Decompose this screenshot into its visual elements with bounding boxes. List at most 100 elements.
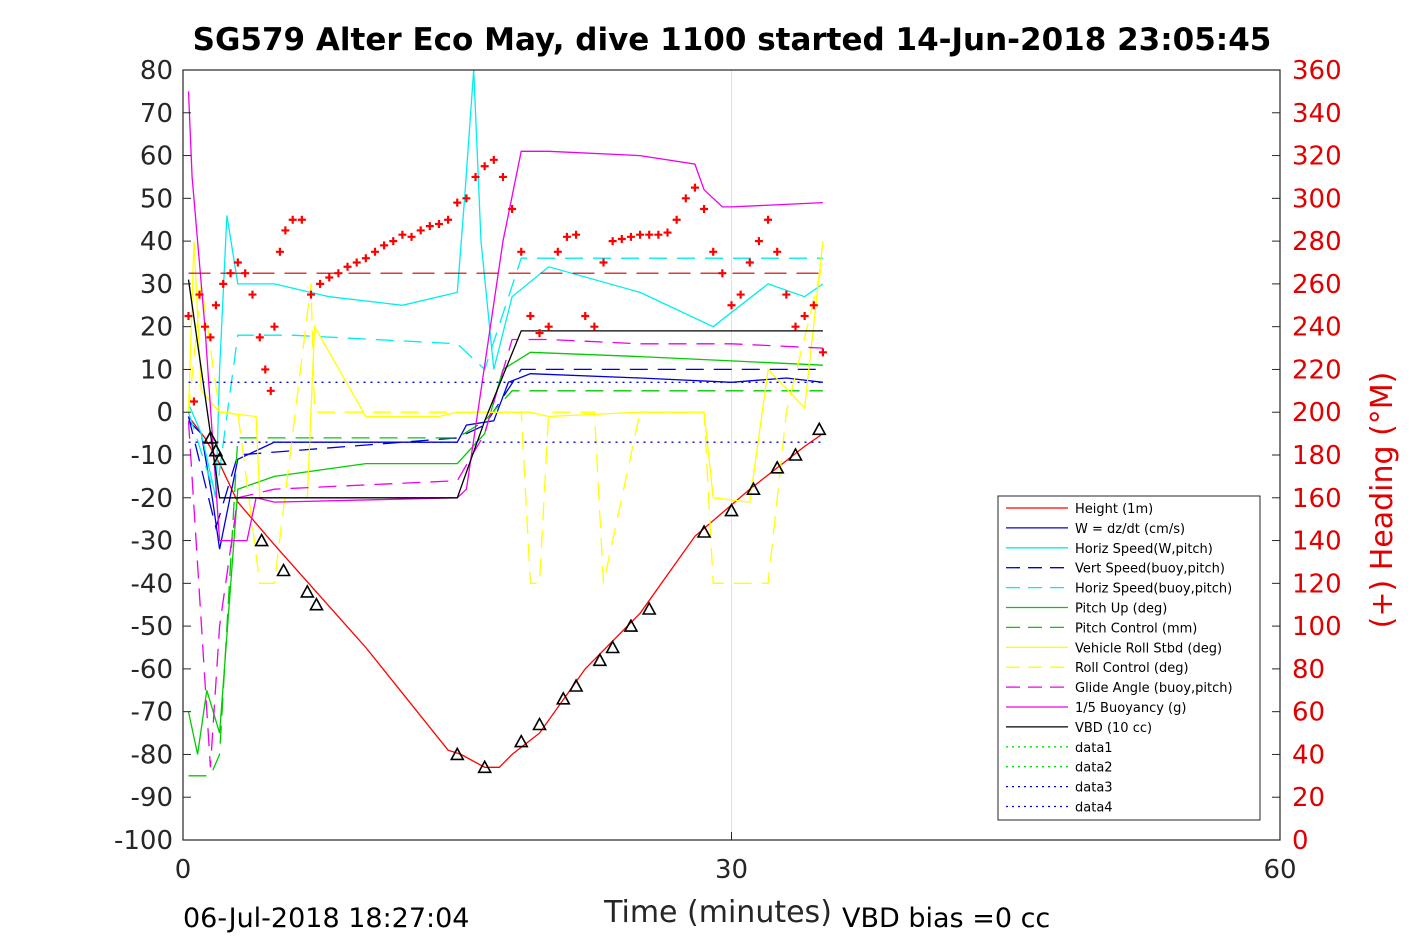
heading-point-43 (526, 311, 535, 320)
series-line-1 (188, 373, 823, 550)
series-line-4 (187, 257, 823, 498)
heading-point-4 (206, 333, 215, 342)
y2-tick-label-7: 220 (1292, 355, 1342, 385)
depth-marker-22 (811, 421, 827, 436)
heading-point-41 (508, 205, 517, 214)
y2-axis-label: (+) Heading (°M) (1365, 372, 1400, 629)
x-axis-label: Time (minutes) (603, 895, 832, 930)
y-tick-label-10: -20 (131, 484, 173, 514)
y2-tick-label-3: 300 (1292, 184, 1342, 214)
legend-label-5: Pitch Up (deg) (1075, 602, 1167, 617)
depth-marker-17 (696, 524, 712, 538)
heading-point-64 (718, 269, 727, 278)
heading-point-37 (471, 172, 480, 181)
depth-marker-15 (623, 618, 639, 632)
heading-point-20 (316, 279, 325, 288)
heading-point-3 (200, 322, 209, 331)
heading-point-24 (352, 258, 361, 267)
heading-point-60 (681, 194, 690, 203)
heading-point-61 (690, 183, 699, 192)
series-line-9 (187, 338, 823, 768)
depth-marker-16 (641, 601, 657, 615)
depth-marker-18 (724, 502, 739, 517)
y2-tick-label-18: 0 (1292, 826, 1309, 856)
heading-point-69 (764, 215, 773, 224)
heading-point-66 (736, 290, 745, 299)
left-axis: 80 70 60 50 40 30 20 10 0 -10 -20 -30 -40 -50 -60 -70 -8… (114, 56, 191, 856)
heading-point-52 (608, 237, 617, 246)
y-tick-label-13: -50 (131, 612, 173, 642)
y-tick-label-17: -90 (131, 783, 173, 813)
depth-marker-21 (788, 447, 803, 461)
heading-point-0 (184, 311, 193, 320)
heading-point-55 (636, 230, 645, 239)
y2-tick-label-11: 140 (1292, 527, 1342, 557)
heading-point-31 (416, 226, 425, 235)
legend-label-3: Vert Speed(buoy,pitch) (1075, 562, 1225, 577)
heading-point-59 (672, 215, 681, 224)
heading-point-71 (782, 290, 791, 299)
heading-point-18 (297, 215, 306, 224)
heading-point-12 (261, 365, 270, 374)
heading-point-16 (281, 226, 290, 235)
heading-point-26 (370, 247, 379, 256)
series-line-0 (187, 416, 824, 768)
y2-tick-label-14: 80 (1292, 655, 1325, 685)
y-tick-label-3: 50 (140, 184, 173, 214)
x-tick-label-2: 60 (1263, 855, 1296, 885)
series-line-3 (187, 368, 823, 531)
legend-label-2: Horiz Speed(W,pitch) (1075, 542, 1213, 557)
y2-tick-label-6: 240 (1292, 313, 1342, 343)
legend-label-12: data1 (1075, 741, 1113, 756)
heading-point-72 (791, 322, 800, 331)
y2-tick-label-4: 280 (1292, 227, 1342, 257)
legend-box (997, 495, 1261, 821)
heading-point-38 (480, 162, 489, 171)
series-line-8 (187, 262, 824, 584)
depth-marker-5 (299, 584, 315, 598)
y2-tick-label-2: 320 (1292, 142, 1342, 172)
y-tick-label-6: 20 (140, 313, 173, 343)
legend-label-8: Roll Control (deg) (1075, 661, 1189, 676)
heading-point-32 (425, 222, 434, 231)
heading-point-8 (233, 258, 242, 267)
y-tick-label-18: -100 (114, 826, 173, 856)
legend: Height (1m) W = dz/dt (cm/s) Horiz Speed(W… (997, 495, 1261, 821)
bottom-axis: 0 30 60 (175, 832, 1297, 885)
depth-marker-14 (605, 639, 621, 654)
heading-point-48 (572, 230, 581, 239)
heading-point-54 (626, 232, 635, 241)
heading-point-9 (241, 269, 250, 278)
legend-label-11: VBD (10 cc) (1075, 721, 1152, 736)
legend-label-4: Horiz Speed(buoy,pitch) (1075, 582, 1232, 597)
heading-point-36 (462, 194, 471, 203)
y-tick-label-5: 30 (140, 270, 173, 300)
y-tick-label-4: 40 (140, 227, 173, 257)
heading-point-33 (434, 220, 443, 228)
y-tick-label-0: 80 (140, 56, 173, 86)
series-line-11 (187, 279, 823, 499)
depth-marker-19 (746, 481, 761, 496)
heading-point-27 (380, 241, 389, 250)
right-axis: 3603403203002802602402202001801601401201… (1272, 56, 1342, 856)
depth-marker-4 (276, 562, 291, 577)
heading-point-49 (581, 311, 590, 320)
heading-point-53 (617, 234, 626, 243)
heading-point-50 (590, 322, 599, 331)
y2-tick-label-12: 120 (1292, 569, 1342, 599)
depth-marker-2 (212, 451, 227, 466)
heading-point-1 (189, 397, 198, 406)
y2-tick-label-16: 40 (1292, 740, 1325, 770)
heading-point-39 (489, 155, 498, 164)
heading-point-70 (773, 247, 782, 256)
depth-marker-6 (309, 597, 324, 611)
heading-point-75 (818, 348, 827, 357)
heading-point-19 (306, 290, 315, 299)
series-line-7 (187, 241, 824, 503)
y-tick-label-16: -80 (131, 740, 173, 770)
heading-point-46 (553, 247, 562, 256)
legend-label-6: Pitch Control (mm) (1075, 621, 1197, 636)
depth-marker-1 (208, 443, 224, 457)
heading-point-67 (745, 258, 754, 267)
y2-tick-label-10: 160 (1292, 484, 1342, 514)
